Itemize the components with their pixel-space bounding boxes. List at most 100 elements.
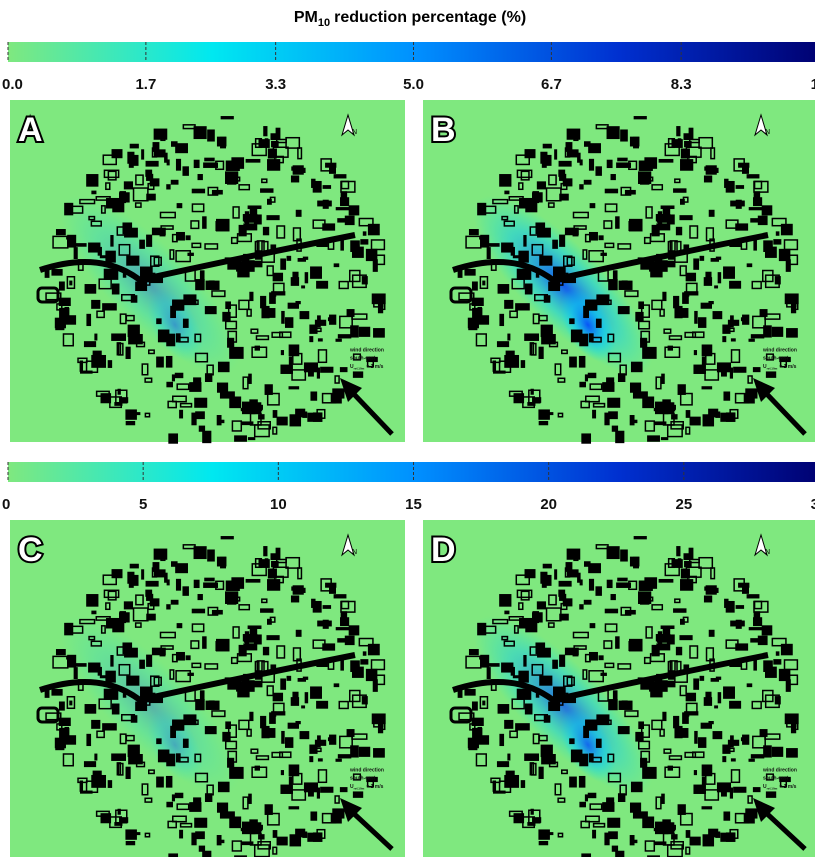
building [661, 793, 665, 804]
building [512, 675, 523, 679]
building [105, 670, 116, 683]
building [241, 401, 256, 415]
building [729, 280, 742, 289]
wind-speed: Uref,10m = 1 m/s [350, 784, 384, 790]
building [107, 170, 117, 181]
building [204, 577, 215, 582]
building [129, 563, 139, 569]
building [125, 346, 131, 359]
building [685, 426, 691, 435]
building [675, 646, 683, 656]
building [677, 804, 686, 815]
building [290, 277, 300, 286]
building [373, 302, 384, 308]
building [753, 659, 757, 671]
building [620, 549, 628, 562]
building [165, 355, 173, 368]
building [530, 808, 534, 815]
building [135, 174, 144, 186]
building [92, 770, 102, 780]
building [694, 730, 698, 744]
building [267, 568, 277, 579]
north-label: N [765, 549, 770, 556]
building [195, 411, 205, 420]
building [338, 280, 349, 290]
building [171, 233, 178, 243]
building [561, 769, 568, 775]
building [309, 336, 314, 343]
building [285, 556, 301, 569]
building [662, 412, 675, 426]
building [642, 346, 657, 359]
building [689, 645, 699, 659]
building [602, 382, 615, 392]
building [269, 712, 276, 724]
building [751, 700, 762, 710]
building [507, 333, 511, 341]
building [261, 305, 270, 319]
building [86, 313, 92, 327]
building [272, 282, 285, 295]
building [73, 667, 78, 680]
building [352, 353, 362, 361]
building [119, 313, 127, 325]
building [160, 225, 174, 230]
building [786, 722, 797, 728]
building [639, 601, 650, 605]
building [317, 758, 323, 762]
building [598, 235, 604, 241]
building [661, 373, 665, 384]
building [775, 651, 780, 656]
colorbar-tick-label: 0 [2, 496, 10, 513]
building [633, 536, 647, 540]
building [471, 701, 478, 711]
building [360, 239, 369, 245]
building [579, 579, 583, 586]
building [492, 780, 497, 792]
building [191, 662, 202, 669]
building [74, 243, 87, 247]
building [554, 783, 562, 796]
building [729, 787, 734, 799]
building [103, 268, 119, 280]
building [127, 744, 140, 758]
building [472, 307, 483, 320]
building [171, 141, 178, 147]
wind-arrow-head [340, 798, 362, 822]
building [538, 420, 549, 426]
building [157, 749, 170, 763]
building [679, 215, 693, 221]
building [312, 180, 322, 193]
building [629, 218, 643, 232]
building [191, 242, 202, 249]
building [182, 586, 189, 596]
wind-arrow-shaft [761, 388, 807, 436]
building [520, 590, 530, 601]
building [545, 607, 562, 622]
building [307, 412, 323, 422]
building [527, 822, 536, 826]
building [492, 618, 509, 625]
building [119, 397, 129, 403]
building [532, 192, 543, 203]
building [176, 803, 190, 811]
building [45, 292, 62, 301]
building [475, 333, 487, 347]
building [759, 309, 768, 317]
building [721, 369, 727, 377]
building [654, 401, 669, 415]
building [145, 589, 153, 597]
building [569, 318, 575, 325]
building [202, 430, 212, 444]
building [58, 297, 71, 306]
building [640, 304, 650, 318]
building [79, 780, 84, 792]
building [638, 591, 652, 604]
building [784, 293, 799, 305]
building [540, 151, 548, 164]
building [645, 626, 653, 639]
building [242, 376, 249, 390]
railway [39, 232, 356, 284]
building [673, 188, 687, 193]
building [266, 635, 280, 641]
